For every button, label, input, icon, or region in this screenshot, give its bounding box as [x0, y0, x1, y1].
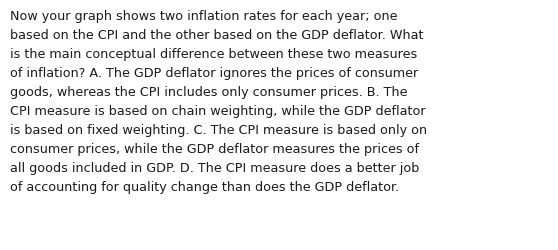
Text: Now your graph shows two inflation rates for each year; one
based on the CPI and: Now your graph shows two inflation rates… [10, 10, 427, 193]
